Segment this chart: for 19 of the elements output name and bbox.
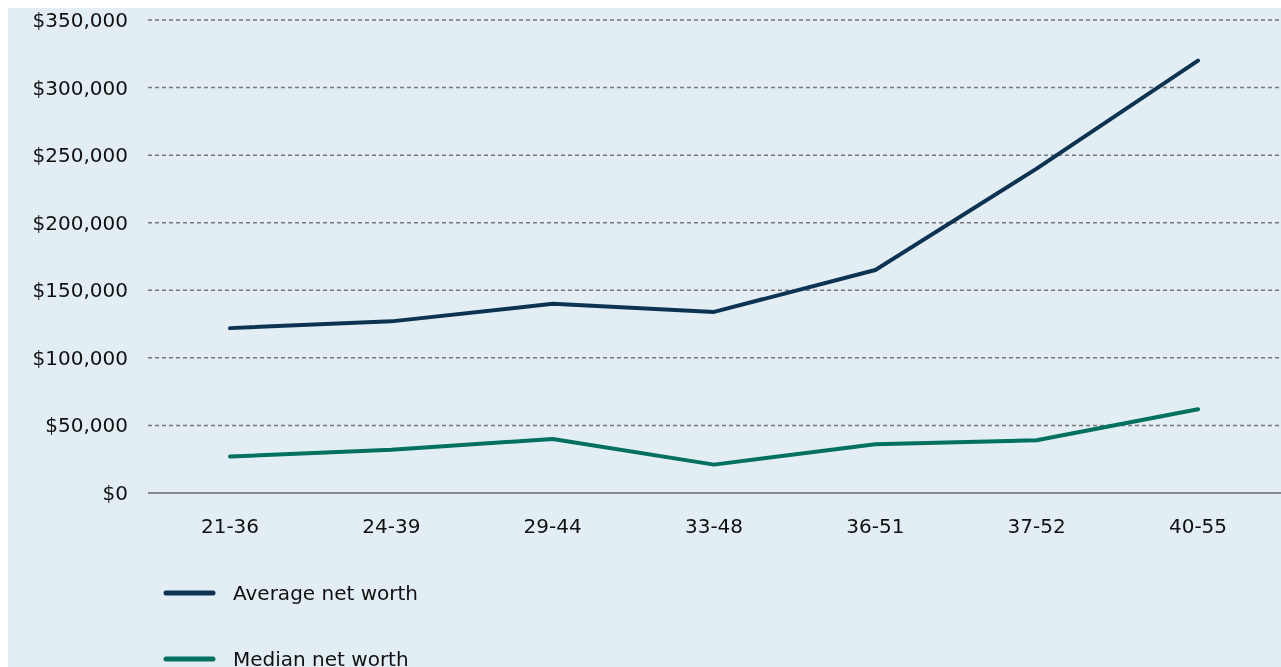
y-tick-label: $300,000 (32, 75, 128, 100)
line-series (228, 58, 1200, 331)
x-tick-label: 37-52 (1007, 514, 1066, 538)
x-tick-label: 40-55 (1168, 514, 1228, 538)
y-tick-label: $0 (102, 481, 128, 505)
x-tick-label: 29-44 (523, 514, 582, 538)
y-tick-label: $350,000 (32, 8, 128, 32)
x-tick-label: 21-36 (200, 514, 260, 538)
line-series (228, 407, 1200, 467)
x-tick-label: 24-39 (362, 514, 421, 538)
x-tick-label: 33-48 (684, 514, 744, 538)
legend-label: Median net worth (233, 647, 409, 667)
y-tick-label: $250,000 (32, 143, 128, 168)
y-tick-label: $200,000 (32, 210, 128, 235)
x-tick-label: 36-51 (846, 514, 905, 538)
legend-label: Average net worth (233, 581, 418, 605)
y-tick-label: $50,000 (45, 413, 128, 438)
y-tick-label: $100,000 (32, 345, 128, 370)
y-tick-label: $150,000 (32, 278, 128, 303)
